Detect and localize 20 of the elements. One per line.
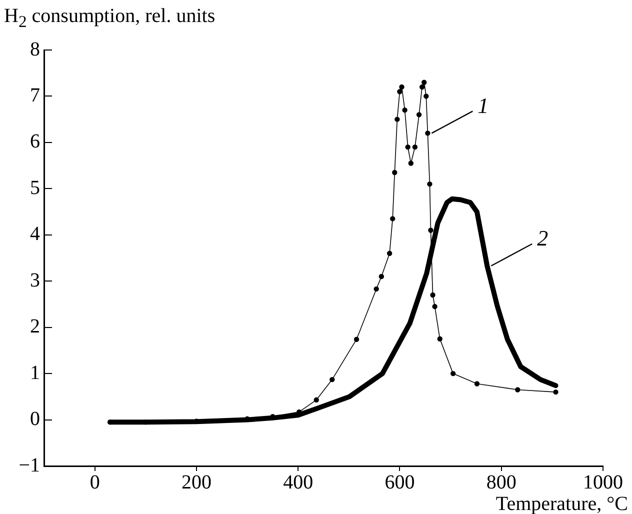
x-tick-label: 800 xyxy=(486,471,516,494)
x-tick-label: 200 xyxy=(181,471,212,494)
y-tick-label: 2 xyxy=(30,316,40,338)
x-tick-label: 0 xyxy=(90,471,100,494)
x-axis-title: Temperature, °C xyxy=(496,493,628,514)
text: 1 xyxy=(478,92,489,118)
y-axis-title: H$_{2}$ consumption, rel. units xyxy=(4,5,216,31)
y-tick-label: 5 xyxy=(30,176,40,199)
y-tick-label: 4 xyxy=(30,223,40,246)
x-tick-label: 1000 xyxy=(583,471,623,494)
y-tick-label: 7 xyxy=(30,84,40,106)
y-tick-label: 1 xyxy=(30,362,40,384)
y-tick-label: 3 xyxy=(30,269,40,292)
x-tick-label: 400 xyxy=(283,471,314,494)
y-tick-label: −1 xyxy=(18,454,40,476)
y-tick-label: 8 xyxy=(30,38,40,60)
y-tick-label: 6 xyxy=(30,130,40,153)
text: 2 xyxy=(537,226,548,251)
x-tick-label: 600 xyxy=(384,471,415,494)
y-tick-label: 0 xyxy=(30,408,40,430)
